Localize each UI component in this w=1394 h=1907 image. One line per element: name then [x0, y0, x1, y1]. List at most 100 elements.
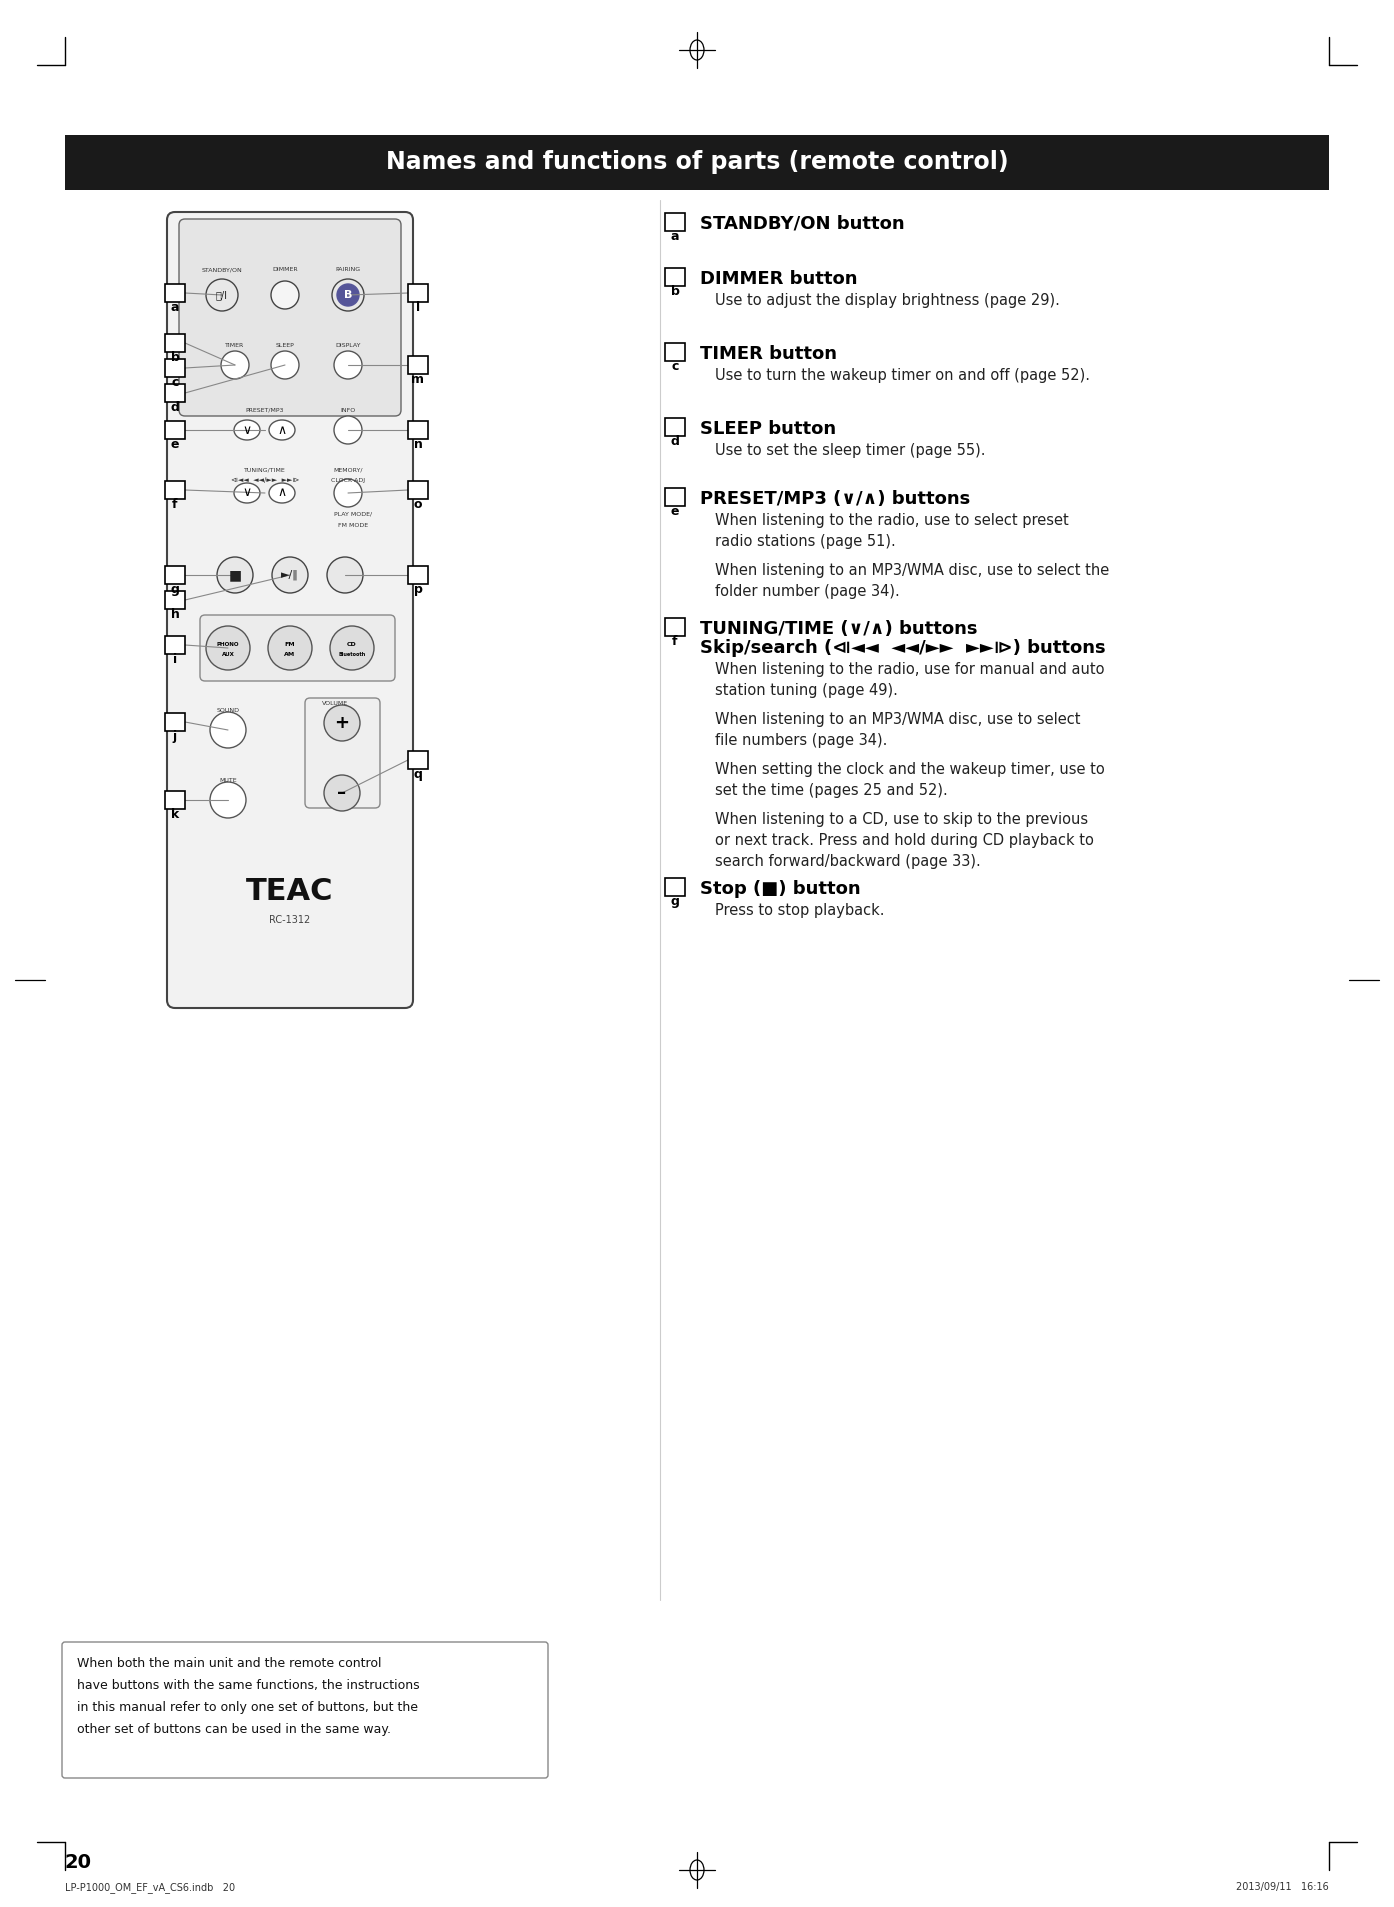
FancyBboxPatch shape — [665, 214, 684, 231]
Text: c: c — [171, 376, 178, 389]
Text: FM MODE: FM MODE — [337, 523, 368, 528]
Text: j: j — [173, 730, 177, 744]
FancyBboxPatch shape — [164, 383, 185, 402]
Text: o: o — [414, 498, 422, 511]
FancyBboxPatch shape — [164, 637, 185, 654]
Text: ⏻/I: ⏻/I — [216, 290, 229, 299]
Text: CD: CD — [347, 641, 357, 646]
FancyBboxPatch shape — [665, 488, 684, 505]
Text: a: a — [671, 231, 679, 242]
Text: e: e — [170, 439, 180, 450]
FancyBboxPatch shape — [665, 618, 684, 637]
Ellipse shape — [269, 482, 296, 503]
FancyBboxPatch shape — [408, 284, 428, 301]
Ellipse shape — [269, 420, 296, 441]
Text: PAIRING: PAIRING — [336, 267, 361, 273]
FancyBboxPatch shape — [164, 591, 185, 608]
Circle shape — [217, 557, 252, 593]
FancyBboxPatch shape — [408, 566, 428, 584]
FancyBboxPatch shape — [665, 877, 684, 896]
FancyBboxPatch shape — [164, 334, 185, 353]
Text: 2013/09/11   16:16: 2013/09/11 16:16 — [1236, 1882, 1328, 1892]
Circle shape — [268, 625, 312, 669]
Text: Press to stop playback.: Press to stop playback. — [715, 904, 885, 917]
Text: d: d — [671, 435, 679, 448]
FancyBboxPatch shape — [408, 357, 428, 374]
Ellipse shape — [234, 420, 261, 441]
Text: TIMER button: TIMER button — [700, 345, 836, 362]
Text: When setting the clock and the wakeup timer, use to: When setting the clock and the wakeup ti… — [715, 763, 1105, 776]
FancyBboxPatch shape — [164, 713, 185, 730]
Text: When listening to the radio, use for manual and auto: When listening to the radio, use for man… — [715, 662, 1104, 677]
Circle shape — [332, 278, 364, 311]
Circle shape — [270, 351, 298, 379]
FancyBboxPatch shape — [408, 481, 428, 500]
FancyBboxPatch shape — [665, 343, 684, 360]
FancyBboxPatch shape — [178, 219, 401, 416]
FancyBboxPatch shape — [164, 359, 185, 378]
Circle shape — [330, 625, 374, 669]
Text: TUNING/TIME (∨/∧) buttons: TUNING/TIME (∨/∧) buttons — [700, 620, 977, 639]
FancyBboxPatch shape — [199, 614, 395, 681]
Circle shape — [328, 557, 362, 593]
Text: Use to adjust the display brightness (page 29).: Use to adjust the display brightness (pa… — [715, 294, 1059, 309]
Text: INFO: INFO — [340, 408, 355, 414]
Circle shape — [272, 557, 308, 593]
Text: set the time (pages 25 and 52).: set the time (pages 25 and 52). — [715, 784, 948, 797]
Text: STANDBY/ON button: STANDBY/ON button — [700, 215, 905, 233]
FancyBboxPatch shape — [164, 566, 185, 584]
Text: h: h — [170, 608, 180, 622]
Text: Skip/search (⧏◄◄  ◄◄/►►  ►►⧐) buttons: Skip/search (⧏◄◄ ◄◄/►► ►►⧐) buttons — [700, 639, 1105, 658]
Ellipse shape — [234, 482, 261, 503]
FancyBboxPatch shape — [408, 751, 428, 769]
Text: MEMORY/: MEMORY/ — [333, 467, 362, 473]
Text: f: f — [672, 635, 677, 648]
Text: ∨: ∨ — [243, 423, 251, 437]
Text: DIMMER: DIMMER — [272, 267, 298, 273]
Text: Bluetooth: Bluetooth — [339, 652, 365, 656]
Text: g: g — [170, 584, 180, 597]
Text: have buttons with the same functions, the instructions: have buttons with the same functions, th… — [77, 1678, 420, 1692]
FancyBboxPatch shape — [167, 212, 413, 1009]
Text: ∧: ∧ — [277, 423, 287, 437]
Circle shape — [270, 280, 298, 309]
FancyBboxPatch shape — [164, 481, 185, 500]
Text: e: e — [671, 505, 679, 519]
Text: 20: 20 — [66, 1854, 92, 1873]
Text: search forward/backward (page 33).: search forward/backward (page 33). — [715, 854, 981, 870]
Text: a: a — [170, 301, 180, 315]
Text: B: B — [344, 290, 353, 299]
Text: SLEEP button: SLEEP button — [700, 420, 836, 439]
Text: PRESET/MP3: PRESET/MP3 — [245, 408, 284, 414]
Text: in this manual refer to only one set of buttons, but the: in this manual refer to only one set of … — [77, 1701, 418, 1714]
Text: TIMER: TIMER — [226, 343, 244, 347]
Text: ∨: ∨ — [243, 486, 251, 500]
FancyBboxPatch shape — [408, 421, 428, 439]
FancyBboxPatch shape — [665, 269, 684, 286]
Text: TUNING/TIME: TUNING/TIME — [244, 467, 286, 473]
Circle shape — [210, 782, 245, 818]
Text: m: m — [411, 374, 425, 385]
Text: TEAC: TEAC — [247, 877, 333, 906]
Text: p: p — [414, 584, 422, 597]
Text: LP-P1000_OM_EF_vA_CS6.indb   20: LP-P1000_OM_EF_vA_CS6.indb 20 — [66, 1882, 236, 1894]
Text: DIMMER button: DIMMER button — [700, 271, 857, 288]
Text: RC-1312: RC-1312 — [269, 915, 311, 925]
Text: c: c — [672, 360, 679, 374]
Circle shape — [206, 278, 238, 311]
Text: b: b — [170, 351, 180, 364]
Text: ►/‖: ►/‖ — [282, 570, 298, 580]
FancyBboxPatch shape — [164, 421, 185, 439]
Text: CLOCK ADJ: CLOCK ADJ — [330, 479, 365, 482]
Circle shape — [335, 479, 362, 507]
Text: d: d — [170, 400, 180, 414]
Text: AM: AM — [284, 652, 296, 658]
Text: SOUND: SOUND — [216, 707, 240, 713]
Text: k: k — [171, 809, 178, 822]
FancyBboxPatch shape — [66, 135, 1328, 191]
Circle shape — [206, 625, 250, 669]
Text: –: – — [337, 784, 347, 803]
Text: When listening to an MP3/WMA disc, use to select the: When listening to an MP3/WMA disc, use t… — [715, 563, 1110, 578]
Text: ∧: ∧ — [277, 486, 287, 500]
Text: When listening to a CD, use to skip to the previous: When listening to a CD, use to skip to t… — [715, 812, 1089, 828]
